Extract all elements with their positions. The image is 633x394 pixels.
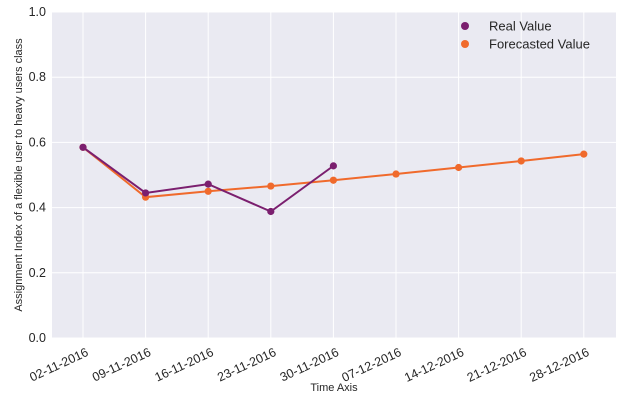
x-tick-label: 14-12-2016: [402, 345, 466, 385]
data-point: [204, 180, 212, 188]
data-point: [267, 207, 275, 216]
data-point: [142, 189, 150, 197]
data-point: [517, 157, 525, 165]
legend-marker: [461, 22, 469, 30]
data-point: [204, 187, 212, 195]
x-tick-label: 16-11-2016: [153, 345, 216, 384]
grid: [52, 11, 616, 339]
y-tick-label: 0.2: [29, 266, 46, 280]
data-point: [329, 176, 337, 184]
data-point: [329, 162, 337, 170]
x-tick-label: 30-11-2016: [278, 345, 341, 384]
series-real-value: [79, 143, 337, 216]
legend-marker: [461, 40, 469, 48]
data-point: [392, 170, 400, 178]
data-point: [580, 150, 588, 158]
y-tick-label: 1.0: [29, 5, 46, 19]
x-tick-label: 21-12-2016: [465, 345, 529, 385]
legend: Real Value Forecasted Value: [461, 19, 590, 52]
data-point: [455, 163, 463, 172]
y-tick-label: 0.4: [29, 201, 46, 215]
x-tick-label: 23-11-2016: [215, 345, 278, 384]
legend-label: Real Value: [489, 19, 552, 34]
legend-label: Forecasted Value: [489, 37, 590, 52]
plot-background: [52, 12, 616, 338]
x-tick-label: 02-11-2016: [27, 345, 90, 384]
x-tick-labels: 02-11-2016 09-11-2016 16-11-2016 23-11-2016…: [27, 345, 591, 385]
x-tick-label: 09-11-2016: [90, 345, 153, 384]
x-tick-label: 07-12-2016: [340, 345, 404, 385]
y-axis-label: Assignment Index of a flexible user to h…: [13, 38, 25, 312]
y-tick-labels: 0.0 0.2 0.4 0.6 0.8 1.0: [29, 5, 46, 345]
data-point: [267, 182, 275, 190]
y-tick-label: 0.0: [29, 331, 46, 345]
x-tick-label: 28-12-2016: [527, 345, 591, 385]
y-tick-label: 0.8: [29, 70, 46, 84]
x-axis-label: Time Axis: [310, 382, 358, 394]
y-tick-label: 0.6: [29, 135, 46, 149]
data-point: [79, 143, 87, 151]
series-layer: [79, 143, 588, 216]
